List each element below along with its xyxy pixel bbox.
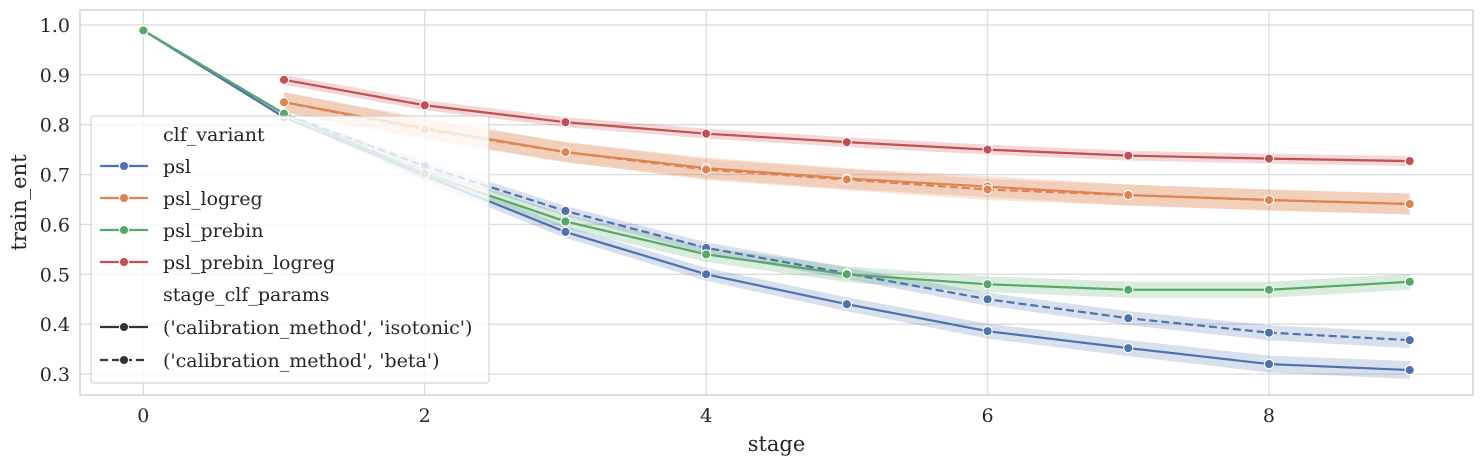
point-psl_logreg <box>841 174 853 185</box>
point-psl <box>1404 334 1415 346</box>
point-psl <box>560 226 571 238</box>
legend-style-label: ('calibration_method', 'beta') <box>163 350 439 372</box>
point-psl_prebin <box>138 25 149 36</box>
point-psl <box>1123 313 1134 324</box>
legend-style-swatch-marker <box>118 321 130 333</box>
legend-entry-label: psl <box>163 156 191 178</box>
legend-swatch-marker <box>118 224 130 236</box>
band-psl_prebin_logreg-isotonic <box>284 74 1410 167</box>
point-psl_prebin <box>982 279 993 290</box>
x-tick-label: 2 <box>419 405 431 427</box>
point-psl_prebin <box>841 269 853 280</box>
legend-hue-title: clf_variant <box>163 124 265 146</box>
legend-style-label: ('calibration_method', 'isotonic') <box>163 317 472 339</box>
band-psl_logreg-beta <box>284 92 1410 215</box>
y-tick-label: 0.6 <box>40 214 70 236</box>
line-psl-beta <box>142 29 1410 342</box>
legend-box <box>90 115 490 384</box>
point-psl_logreg <box>1123 189 1134 201</box>
point-psl_logreg <box>982 184 993 195</box>
point-psl <box>700 269 712 280</box>
plot-frame <box>79 9 1474 396</box>
point-psl_logreg <box>278 97 290 108</box>
legend-hue-entries: psl psl_logreg psl_prebin psl_prebin_logreg <box>100 156 335 274</box>
x-tick-label: 6 <box>982 405 994 427</box>
legend-style-entries: ('calibration_method', 'isotonic') ('cali… <box>100 317 472 372</box>
legend-style-swatch-marker <box>118 354 130 366</box>
point-psl_prebin_logreg <box>278 74 290 85</box>
point-psl <box>560 205 571 217</box>
legend-entry-label: psl_prebin <box>163 220 263 242</box>
tick-labels: 0 2 4 6 8 0.3 0.4 0.5 0.6 0.7 0.8 0.9 1.0 <box>40 15 1275 427</box>
x-tick-label: 0 <box>137 405 149 427</box>
legend-swatch-marker <box>118 160 130 172</box>
y-axis-label: train_ent <box>7 154 31 251</box>
point-psl_prebin_logreg <box>560 117 571 128</box>
y-tick-label: 0.9 <box>40 65 70 87</box>
legend-swatch-marker <box>118 256 130 268</box>
point-psl <box>1263 358 1275 370</box>
y-tick-label: 0.7 <box>40 165 70 187</box>
x-tick-label: 4 <box>700 405 712 427</box>
y-tick-label: 0.3 <box>40 364 70 386</box>
point-psl_prebin_logreg <box>1123 150 1134 161</box>
point-psl_prebin <box>1404 276 1415 287</box>
y-tick-label: 0.8 <box>40 115 70 137</box>
point-psl <box>1404 364 1415 376</box>
point-psl_prebin_logreg <box>1263 153 1275 164</box>
legend-entry-label: psl_logreg <box>163 188 263 210</box>
x-axis-label: stage <box>748 432 806 456</box>
legend-entry-label: psl_prebin_logreg <box>163 252 335 274</box>
point-psl_prebin_logreg <box>419 100 430 111</box>
point-psl_prebin <box>700 249 712 260</box>
y-tick-label: 1.0 <box>40 15 70 37</box>
band-psl_logreg-isotonic <box>284 92 1410 215</box>
point-psl_logreg <box>700 164 712 175</box>
point-psl_prebin_logreg <box>1404 155 1415 167</box>
y-tick-label: 0.4 <box>40 314 70 336</box>
point-psl_logreg <box>1263 194 1275 206</box>
point-psl_prebin_logreg <box>841 137 853 148</box>
point-psl_prebin_logreg <box>700 128 712 139</box>
point-psl <box>1123 342 1134 354</box>
legend: clf_variant psl psl_logreg psl_prebin psl_p… <box>90 115 490 384</box>
point-psl_logreg <box>560 146 571 158</box>
point-psl_prebin <box>560 216 571 227</box>
point-psl <box>841 299 853 310</box>
point-psl <box>982 326 993 337</box>
point-psl_prebin <box>1263 284 1275 295</box>
point-psl_logreg <box>1404 198 1415 210</box>
legend-swatch-marker <box>118 192 130 204</box>
point-psl <box>1263 327 1275 338</box>
legend-style-title: stage_clf_params <box>163 284 330 306</box>
x-tick-label: 8 <box>1263 405 1275 427</box>
point-psl_prebin_logreg <box>982 144 993 155</box>
y-tick-label: 0.5 <box>40 264 70 286</box>
point-psl <box>982 294 993 305</box>
point-psl_prebin <box>1123 284 1134 295</box>
